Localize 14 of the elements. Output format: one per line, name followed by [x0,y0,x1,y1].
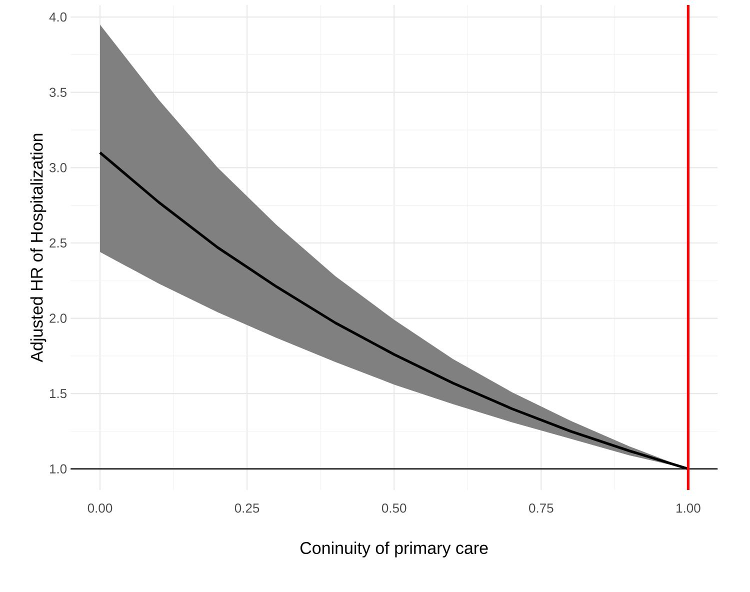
x-tick-label: 0.00 [88,504,112,513]
y-axis-title: Adjusted HR of Hospitalization [30,134,46,362]
y-tick-label: 1.5 [50,389,67,398]
x-tick-label: 0.25 [234,504,260,513]
y-tick-label: 4.0 [49,12,67,22]
y-tick-label: 3.5 [50,88,67,97]
y-tick-label: 2.0 [50,314,67,323]
x-tick-label: 0.50 [382,504,406,513]
x-tick-label: 1.00 [676,504,700,513]
y-tick-label: 2.5 [50,238,67,248]
y-tick-label: 1.0 [50,464,67,474]
y-tick-label: 3.0 [50,163,67,172]
x-tick-label: 0.75 [529,504,554,513]
x-axis-title: Coninuity of primary care [300,542,488,558]
